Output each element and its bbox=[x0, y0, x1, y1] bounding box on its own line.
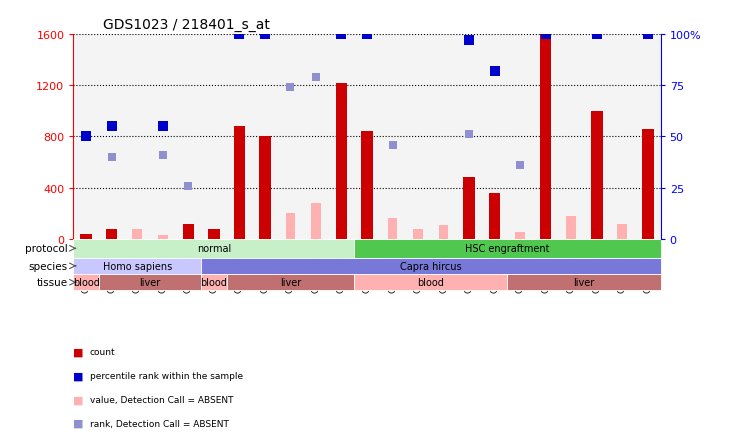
Bar bbox=[81, 234, 92, 239]
Bar bbox=[335, 83, 347, 239]
Text: rank, Detection Call = ABSENT: rank, Detection Call = ABSENT bbox=[90, 419, 228, 427]
Text: species: species bbox=[29, 261, 68, 271]
Text: blood: blood bbox=[418, 278, 444, 288]
Bar bbox=[73, 258, 201, 274]
Text: liver: liver bbox=[139, 278, 161, 288]
Text: ■: ■ bbox=[73, 395, 84, 404]
Bar bbox=[515, 233, 525, 239]
Bar bbox=[158, 236, 167, 239]
Bar bbox=[413, 229, 423, 239]
Text: Homo sapiens: Homo sapiens bbox=[103, 261, 172, 271]
Bar bbox=[233, 127, 245, 239]
Text: Capra hircus: Capra hircus bbox=[400, 261, 462, 271]
Bar bbox=[507, 274, 661, 291]
Bar bbox=[311, 204, 321, 239]
Text: ■: ■ bbox=[73, 371, 84, 380]
Text: liver: liver bbox=[280, 278, 301, 288]
Text: ■: ■ bbox=[73, 418, 84, 428]
Bar bbox=[81, 236, 91, 239]
Bar bbox=[642, 129, 653, 239]
Bar bbox=[567, 216, 576, 239]
Text: blood: blood bbox=[73, 278, 100, 288]
Text: ■: ■ bbox=[73, 347, 84, 356]
Bar bbox=[259, 137, 271, 239]
Text: HSC engraftment: HSC engraftment bbox=[465, 244, 550, 254]
Text: count: count bbox=[90, 347, 115, 356]
Bar bbox=[617, 224, 627, 239]
Bar bbox=[355, 239, 661, 258]
Bar bbox=[361, 132, 373, 239]
Text: value, Detection Call = ABSENT: value, Detection Call = ABSENT bbox=[90, 395, 233, 404]
Bar bbox=[439, 225, 448, 239]
Bar bbox=[183, 224, 194, 239]
Bar bbox=[73, 239, 355, 258]
Bar bbox=[463, 178, 475, 239]
Bar bbox=[489, 193, 501, 239]
Bar bbox=[201, 258, 661, 274]
Bar bbox=[132, 229, 142, 239]
Bar bbox=[540, 35, 551, 239]
Text: liver: liver bbox=[573, 278, 595, 288]
Bar bbox=[388, 219, 397, 239]
Bar bbox=[201, 274, 227, 291]
Bar bbox=[106, 229, 117, 239]
Bar bbox=[208, 229, 219, 239]
Bar bbox=[107, 236, 117, 239]
Bar bbox=[355, 274, 507, 291]
Text: tissue: tissue bbox=[37, 278, 68, 288]
Bar bbox=[99, 274, 201, 291]
Bar bbox=[227, 274, 355, 291]
Text: blood: blood bbox=[200, 278, 228, 288]
Bar bbox=[591, 112, 603, 239]
Text: protocol: protocol bbox=[25, 244, 68, 254]
Bar bbox=[73, 274, 99, 291]
Text: GDS1023 / 218401_s_at: GDS1023 / 218401_s_at bbox=[103, 18, 269, 32]
Bar bbox=[286, 214, 295, 239]
Text: normal: normal bbox=[197, 244, 231, 254]
Text: percentile rank within the sample: percentile rank within the sample bbox=[90, 371, 243, 380]
